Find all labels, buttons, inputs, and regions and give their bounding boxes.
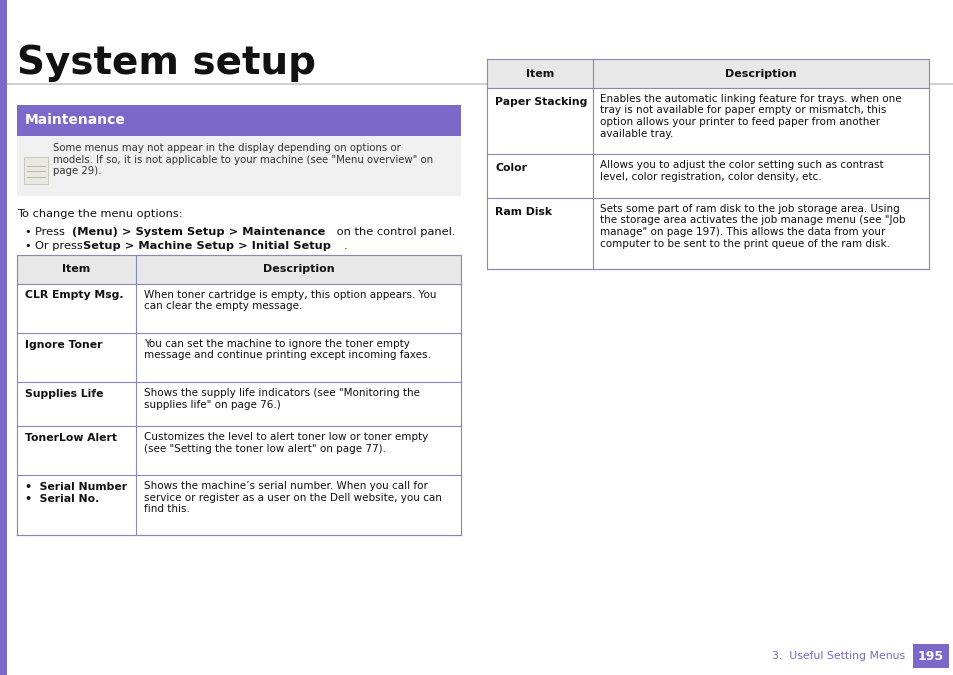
- Text: Description: Description: [262, 265, 334, 274]
- Text: Maintenance: Maintenance: [25, 113, 126, 127]
- Text: Allows you to adjust the color setting such as contrast
level, color registratio: Allows you to adjust the color setting s…: [599, 160, 882, 182]
- Text: Supplies Life: Supplies Life: [25, 389, 103, 399]
- Bar: [17, 475, 460, 535]
- Bar: [912, 644, 948, 668]
- Text: CLR Empty Msg.: CLR Empty Msg.: [25, 290, 123, 300]
- Text: Some menus may not appear in the display depending on options or
models. If so, : Some menus may not appear in the display…: [53, 143, 433, 176]
- Text: on the control panel.: on the control panel.: [333, 227, 455, 237]
- Text: You can set the machine to ignore the toner empty
message and continue printing : You can set the machine to ignore the to…: [144, 339, 430, 360]
- Text: 3.  Useful Setting Menus: 3. Useful Setting Menus: [771, 651, 904, 661]
- Text: •  Serial Number
•  Serial No.: • Serial Number • Serial No.: [25, 482, 127, 504]
- Text: Paper Stacking: Paper Stacking: [495, 97, 587, 107]
- Text: Ram Disk: Ram Disk: [495, 207, 552, 217]
- Bar: [17, 105, 460, 136]
- Text: Enables the automatic linking feature for trays. when one
tray is not available : Enables the automatic linking feature fo…: [599, 94, 901, 138]
- Text: •: •: [24, 227, 30, 237]
- Text: Shows the supply life indicators (see "Monitoring the
supplies life" on page 76.: Shows the supply life indicators (see "M…: [144, 388, 419, 410]
- Text: (Menu) > System Setup > Maintenance: (Menu) > System Setup > Maintenance: [71, 227, 325, 237]
- Bar: [487, 88, 928, 154]
- Text: Shows the machine’s serial number. When you call for
service or register as a us: Shows the machine’s serial number. When …: [144, 481, 441, 514]
- Text: Item: Item: [525, 69, 554, 78]
- Bar: [17, 426, 460, 475]
- Text: Setup > Machine Setup > Initial Setup: Setup > Machine Setup > Initial Setup: [83, 241, 331, 251]
- Bar: [487, 154, 928, 198]
- Text: 195: 195: [917, 649, 943, 663]
- Bar: [487, 59, 928, 88]
- Text: Description: Description: [724, 69, 796, 78]
- Bar: [17, 333, 460, 382]
- Bar: [17, 135, 460, 196]
- Bar: [17, 284, 460, 333]
- Bar: [0, 0, 7, 675]
- Text: System setup: System setup: [17, 44, 315, 82]
- Text: Item: Item: [63, 265, 91, 274]
- Text: Ignore Toner: Ignore Toner: [25, 340, 102, 350]
- Text: •: •: [24, 241, 30, 251]
- Text: TonerLow Alert: TonerLow Alert: [25, 433, 116, 443]
- Bar: [487, 198, 928, 269]
- Bar: [17, 382, 460, 426]
- Text: .: .: [343, 241, 347, 251]
- Text: To change the menu options:: To change the menu options:: [17, 209, 183, 219]
- Text: Sets some part of ram disk to the job storage area. Using
the storage area activ: Sets some part of ram disk to the job st…: [599, 204, 904, 248]
- Bar: [24, 157, 48, 184]
- Text: Press: Press: [35, 227, 72, 237]
- Bar: [17, 255, 460, 284]
- Text: Or press: Or press: [35, 241, 87, 251]
- Text: When toner cartridge is empty, this option appears. You
can clear the empty mess: When toner cartridge is empty, this opti…: [144, 290, 436, 311]
- Text: Customizes the level to alert toner low or toner empty
(see "Setting the toner l: Customizes the level to alert toner low …: [144, 432, 428, 454]
- Text: Color: Color: [495, 163, 527, 173]
